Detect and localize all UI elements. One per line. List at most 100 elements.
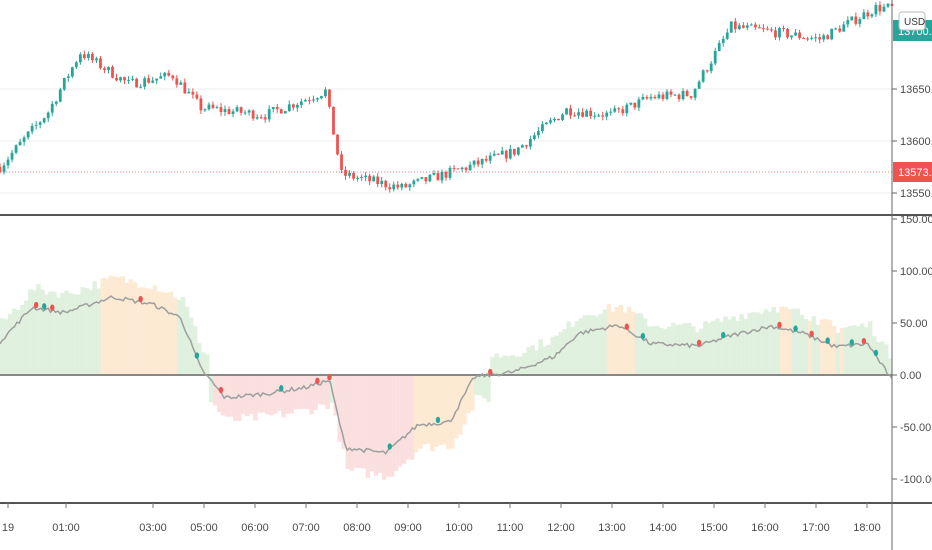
osc-fill-band [421,375,427,445]
candle-up [2,165,6,173]
osc-fill-band [12,308,17,375]
currency-badge[interactable]: USD [898,11,926,31]
candle-down [653,96,657,99]
time-tick-label: 05:00 [190,522,218,534]
candle-up [255,117,259,119]
candle-up [50,103,54,113]
candle-up [22,137,26,142]
candle-down [733,21,737,30]
candle-up [697,81,701,89]
osc-fill-band [586,314,592,375]
osc-fill-band [188,317,194,375]
time-tick-label: 12:00 [547,522,575,534]
candle-down [103,68,106,70]
candle-down [251,110,255,119]
time-tick-label: 09:00 [394,522,422,534]
candle-up [721,38,725,44]
osc-fill-band [799,315,805,375]
osc-fill-band [405,375,411,460]
osc-fill-band [638,313,644,375]
osc-fill-band [871,336,877,375]
buy-signal-marker [825,337,830,344]
osc-fill-band [373,375,379,476]
candle-down [669,91,673,95]
time-tick-label: 19 [2,522,14,534]
candle-down [589,110,593,117]
osc-fill-band [361,375,367,469]
candle-up [372,176,376,182]
osc-fill-band [863,327,869,375]
candle-up [541,124,544,132]
osc-fill-band [357,375,363,468]
osc-fill-band [60,292,65,375]
candle-down [275,107,279,110]
price-panel[interactable] [0,1,894,194]
candle-down [307,100,311,102]
osc-fill-band [417,375,423,449]
time-tick-label: 14:00 [649,522,677,534]
candle-up [187,91,191,94]
osc-fill-band [293,375,298,410]
osc-fill-band [200,352,206,375]
candle-down [82,54,86,58]
osc-fill-band [679,324,684,375]
candle-down [147,78,151,83]
oscillator-axis[interactable]: 150.00 100.00 50.00 0.00 -50.00 -100.00 [892,214,932,486]
sell-signal-marker [696,339,702,347]
candle-up [737,25,741,30]
price-tick-label: 13550.00 [900,188,932,200]
osc-fill-band [562,329,568,375]
osc-fill-band [650,326,656,375]
candle-up [287,104,291,112]
osc-fill-band [176,299,182,375]
osc-fill-band [470,375,475,411]
osc-fill-band [691,326,696,375]
osc-fill-band [879,341,885,375]
candle-up [380,180,384,185]
osc-fill-band [514,356,519,375]
osc-fill-band [413,375,419,453]
osc-fill-band [458,375,463,435]
osc-fill-band [526,347,531,375]
candle-up [637,99,641,108]
candle-up [593,115,597,117]
osc-fill-band [546,344,551,375]
oscillator-fill-area [0,275,893,480]
candle-up [412,180,416,185]
candle-up [151,80,155,83]
osc-fill-band [52,291,57,375]
candle-up [127,79,130,81]
osc-fill-band [349,375,355,471]
osc-fill-band [389,375,395,477]
current-price-value: 13573.00 [898,167,932,179]
osc-fill-band [20,304,25,375]
osc-fill-band [48,291,53,375]
time-axis[interactable]: 19 01:00 03:00 05:00 06:00 07:00 08:00 09:00 10:… [2,503,881,534]
candle-up [179,82,183,85]
buy-signal-marker [41,303,47,310]
candle-up [842,24,846,32]
oscillator-signals [33,295,879,450]
candle-down [171,75,175,79]
candle-down [211,104,215,108]
osc-fill-band [654,325,660,375]
sell-signal-marker [809,330,814,337]
candle-up [119,77,122,81]
candle-up [70,67,74,77]
osc-fill-band [437,375,443,446]
candle-down [456,168,460,170]
osc-fill-band [192,325,198,375]
candle-up [54,101,58,104]
candle-down [384,180,388,188]
candle-up [729,21,733,33]
price-axis[interactable]: 13650.00 13600.00 13550.00 [892,84,932,200]
osc-fill-band [84,288,89,375]
candle-up [155,78,159,81]
candle-up [271,107,275,110]
candle-down [766,28,769,30]
oscillator-panel[interactable] [0,275,893,480]
candle-up [74,62,78,68]
osc-fill-band [843,327,849,375]
